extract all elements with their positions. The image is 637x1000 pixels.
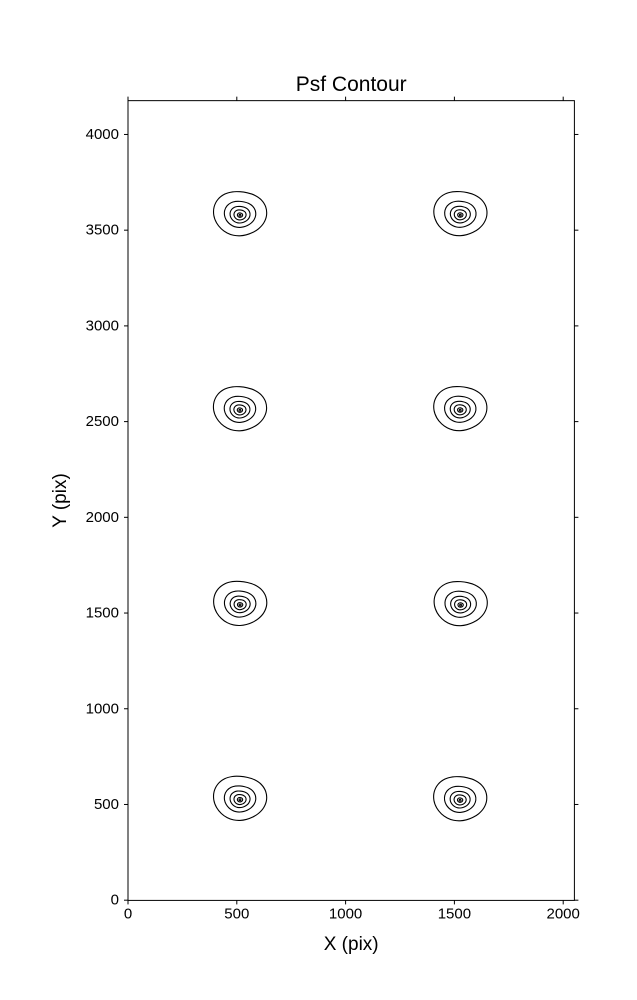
svg-text:Psf Contour: Psf Contour [296, 73, 407, 96]
svg-text:3000: 3000 [86, 317, 119, 334]
svg-text:2000: 2000 [86, 509, 119, 526]
svg-text:500: 500 [224, 905, 249, 922]
svg-text:0: 0 [124, 905, 132, 922]
svg-text:1000: 1000 [86, 700, 119, 717]
svg-text:Y (pix): Y (pix) [50, 473, 71, 528]
svg-text:1500: 1500 [438, 905, 471, 922]
svg-text:500: 500 [94, 796, 119, 813]
svg-text:2000: 2000 [547, 905, 580, 922]
svg-text:2500: 2500 [86, 413, 119, 430]
svg-text:4000: 4000 [86, 126, 119, 143]
svg-text:3500: 3500 [86, 222, 119, 239]
svg-text:X (pix): X (pix) [324, 934, 379, 955]
svg-text:1000: 1000 [329, 905, 362, 922]
svg-text:0: 0 [111, 892, 119, 909]
svg-text:1500: 1500 [86, 605, 119, 622]
